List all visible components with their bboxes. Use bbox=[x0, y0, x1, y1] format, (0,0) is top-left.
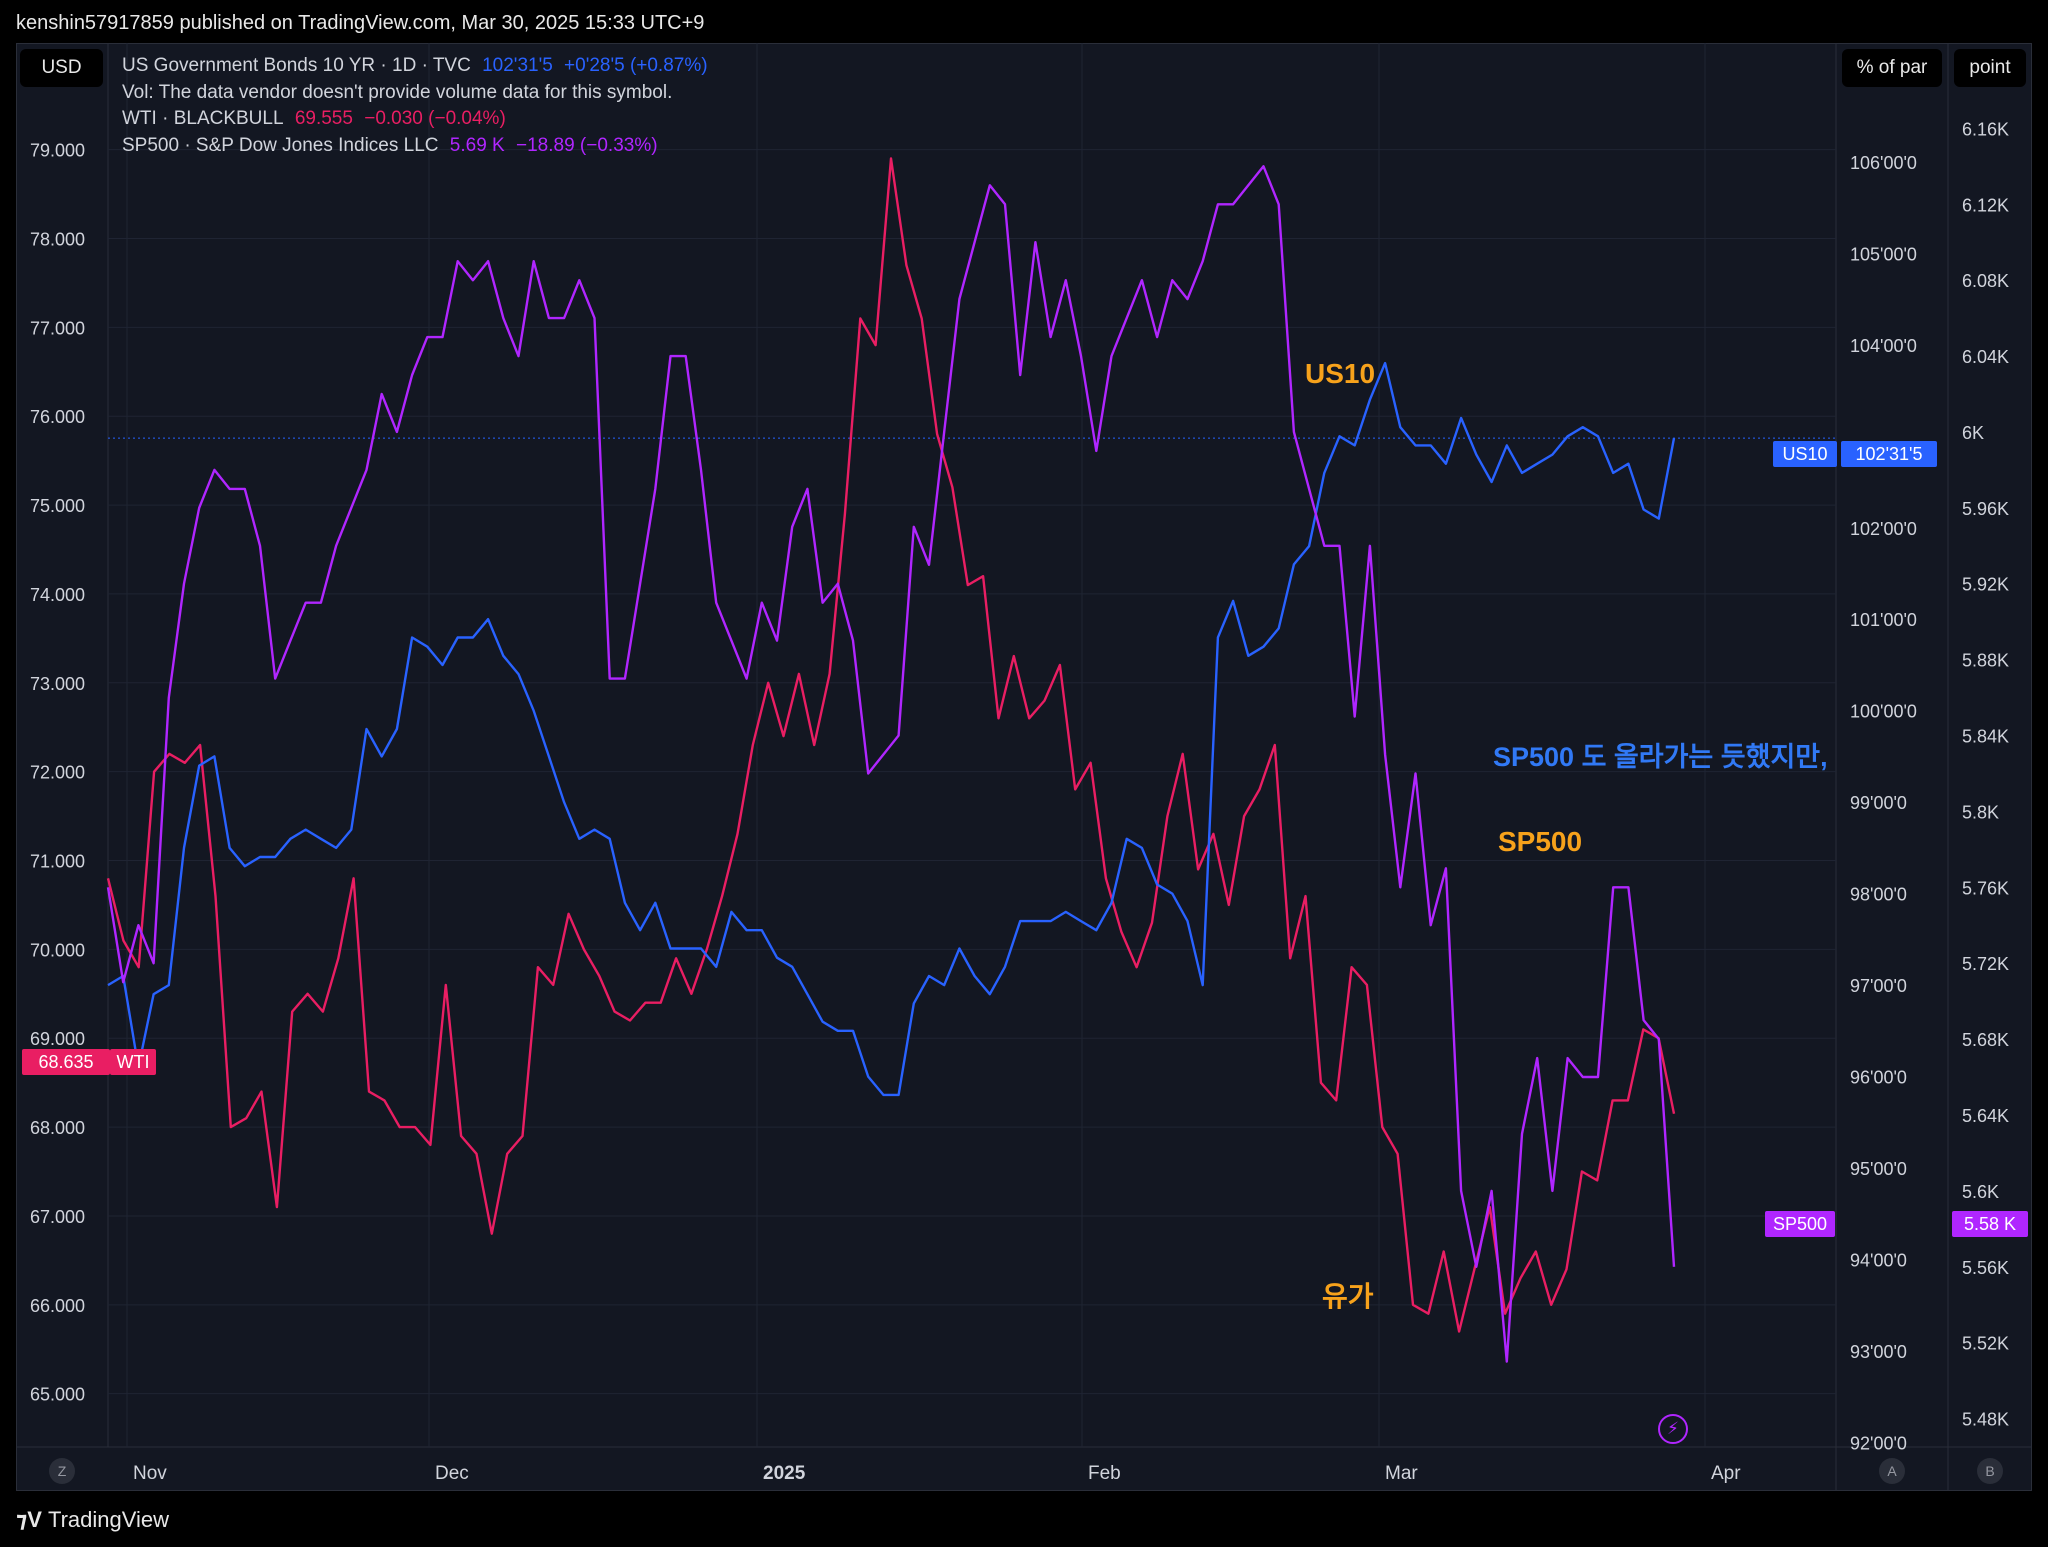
middle-tick-label: 97'00'0 bbox=[1850, 976, 1907, 996]
x-tick-label: 2025 bbox=[763, 1463, 806, 1484]
legend-us10-value: 102'31'5 bbox=[482, 55, 553, 76]
legend-sp500-change: −18.89 (−0.33%) bbox=[516, 135, 658, 156]
right-tick-label: 5.88K bbox=[1962, 651, 2009, 671]
right-tick-label: 6K bbox=[1962, 423, 1984, 443]
lightning-icon[interactable]: ⚡ bbox=[1658, 1414, 1688, 1444]
right-tick-label: 5.92K bbox=[1962, 575, 2009, 595]
x-tick-label: Feb bbox=[1088, 1463, 1121, 1484]
right-tick-label: 5.52K bbox=[1962, 1334, 2009, 1354]
right-tick-label: 6.08K bbox=[1962, 271, 2009, 291]
middle-tick-label: 96'00'0 bbox=[1850, 1068, 1907, 1088]
right-tick-label: 5.76K bbox=[1962, 878, 2009, 898]
zoom-reset-button[interactable]: Z bbox=[49, 1458, 75, 1484]
series-layer bbox=[106, 157, 1676, 1363]
legend-sp500-name: SP500 · S&P Dow Jones Indices LLC bbox=[122, 135, 439, 156]
right-tick-label: 6.04K bbox=[1962, 347, 2009, 367]
sp500-price-tag: 5.58 K bbox=[1952, 1211, 2028, 1237]
legend-wti[interactable]: WTI · BLACKBULL 69.555 −0.030 (−0.04%) bbox=[122, 108, 512, 130]
right-tick-label: 5.72K bbox=[1962, 954, 2009, 974]
middle-tick-label: 102'00'0 bbox=[1850, 519, 1917, 539]
middle-tick-label: 99'00'0 bbox=[1850, 793, 1907, 813]
left-tick-label: 68.000 bbox=[30, 1118, 85, 1138]
left-tick-label: 69.000 bbox=[30, 1029, 85, 1049]
right-tick-label: 5.8K bbox=[1962, 802, 1999, 822]
legend-wti-value: 69.555 bbox=[294, 108, 353, 129]
middle-tick-label: 100'00'0 bbox=[1850, 702, 1917, 722]
annotation-sp500: SP500 bbox=[1498, 826, 1583, 857]
annotation-oil: 유가 bbox=[1322, 1281, 1374, 1312]
left-tick-label: 70.000 bbox=[30, 940, 85, 960]
middle-tick-label: 101'00'0 bbox=[1850, 610, 1917, 630]
left-tick-label: 66.000 bbox=[30, 1296, 85, 1316]
x-tick-label: Apr bbox=[1711, 1463, 1741, 1484]
series-line-wti bbox=[106, 157, 1676, 1333]
middle-tick-label: 106'00'0 bbox=[1850, 153, 1917, 173]
left-tick-label: 78.000 bbox=[30, 229, 85, 249]
tradingview-logo-icon: ⁊V bbox=[16, 1507, 42, 1532]
left-tick-label: 67.000 bbox=[30, 1207, 85, 1227]
right-tick-label: 6.12K bbox=[1962, 195, 2009, 215]
legend-sp500-value: 5.69 K bbox=[449, 135, 505, 156]
left-tick-label: 74.000 bbox=[30, 585, 85, 605]
us10-label-tag: US10 bbox=[1773, 441, 1837, 467]
left-tick-label: 79.000 bbox=[30, 141, 85, 161]
currency-button[interactable]: USD bbox=[20, 49, 103, 87]
right-tick-label: 5.6K bbox=[1962, 1182, 1999, 1202]
legend-vol-note: Vol: The data vendor doesn't provide vol… bbox=[122, 82, 678, 104]
percent-of-par-button[interactable]: % of par bbox=[1842, 49, 1942, 87]
middle-tick-label: 98'00'0 bbox=[1850, 885, 1907, 905]
x-tick-label: Dec bbox=[435, 1463, 469, 1484]
right-tick-label: 5.48K bbox=[1962, 1410, 2009, 1430]
middle-tick-label: 92'00'0 bbox=[1850, 1433, 1907, 1453]
grid-lines bbox=[16, 43, 2032, 1491]
chart-frame bbox=[16, 43, 2032, 1491]
wti-price-tag: 68.635 bbox=[22, 1049, 110, 1075]
annotation-us10: US10 bbox=[1305, 358, 1376, 389]
middle-tick-label: 93'00'0 bbox=[1850, 1342, 1907, 1362]
auto-scale-button[interactable]: A bbox=[1879, 1458, 1905, 1484]
sp500-label-tag: SP500 bbox=[1765, 1211, 1835, 1237]
axis-labels: Nov Dec 2025 Feb Mar Apr 65.000 66.000 67.000 68.… bbox=[30, 119, 2009, 1484]
annotation-sp500-note: SP500 도 올라가는 듯했지만, bbox=[1493, 742, 1828, 772]
right-tick-label: 5.56K bbox=[1962, 1258, 2009, 1278]
left-tick-label: 72.000 bbox=[30, 763, 85, 783]
chart-canvas[interactable]: Nov Dec 2025 Feb Mar Apr 65.000 66.000 67.000 68.… bbox=[16, 43, 2032, 1491]
left-tick-label: 75.000 bbox=[30, 496, 85, 516]
point-button[interactable]: point bbox=[1954, 49, 2026, 87]
x-tick-label: Nov bbox=[133, 1463, 167, 1484]
left-tick-label: 77.000 bbox=[30, 318, 85, 338]
vol-note-text: Vol: The data vendor doesn't provide vol… bbox=[122, 82, 673, 103]
middle-tick-label: 104'00'0 bbox=[1850, 336, 1917, 356]
series-line-sp500 bbox=[106, 165, 1676, 1363]
footer-brand: ⁊V TradingView bbox=[16, 1507, 169, 1533]
right-tick-label: 5.68K bbox=[1962, 1030, 2009, 1050]
middle-tick-label: 105'00'0 bbox=[1850, 244, 1917, 264]
middle-tick-label: 94'00'0 bbox=[1850, 1250, 1907, 1270]
left-tick-label: 73.000 bbox=[30, 674, 85, 694]
legend-wti-change: −0.030 (−0.04%) bbox=[364, 108, 506, 129]
legend-sp500[interactable]: SP500 · S&P Dow Jones Indices LLC 5.69 K… bbox=[122, 135, 664, 157]
legend-wti-name: WTI · BLACKBULL bbox=[122, 108, 284, 129]
right-tick-label: 5.96K bbox=[1962, 499, 2009, 519]
published-line: kenshin57917859 published on TradingView… bbox=[16, 12, 705, 34]
right-tick-label: 5.84K bbox=[1962, 727, 2009, 747]
legend-us10-change: +0'28'5 (+0.87%) bbox=[564, 55, 708, 76]
wti-label-tag: WTI bbox=[110, 1049, 156, 1075]
scale-b-button[interactable]: B bbox=[1977, 1458, 2003, 1484]
legend-us10[interactable]: US Government Bonds 10 YR · 1D · TVC 102… bbox=[122, 55, 714, 77]
footer-brand-text: TradingView bbox=[47, 1507, 170, 1532]
left-tick-label: 71.000 bbox=[30, 852, 85, 872]
middle-tick-label: 95'00'0 bbox=[1850, 1159, 1907, 1179]
left-tick-label: 65.000 bbox=[30, 1385, 85, 1405]
x-tick-label: Mar bbox=[1385, 1463, 1418, 1484]
us10-price-tag: 102'31'5 bbox=[1841, 441, 1937, 467]
series-line-us10 bbox=[107, 361, 1676, 1097]
left-tick-label: 76.000 bbox=[30, 407, 85, 427]
right-tick-label: 6.16K bbox=[1962, 119, 2009, 139]
legend-us10-name: US Government Bonds 10 YR · 1D · TVC bbox=[122, 55, 471, 76]
right-tick-label: 5.64K bbox=[1962, 1106, 2009, 1126]
